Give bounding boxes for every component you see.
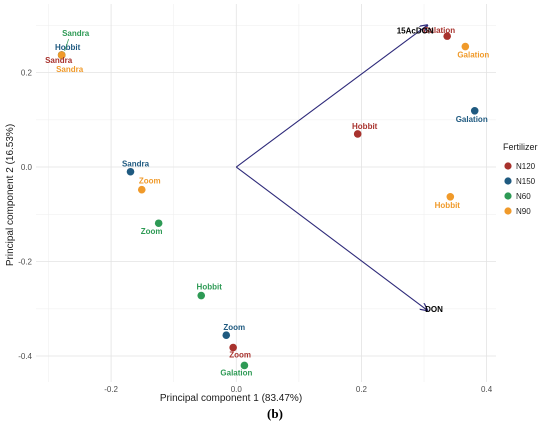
point-label: Hobbit [197,283,223,292]
y-tick-label: 0.0 [21,163,33,172]
point-label: Hobbit [55,43,81,52]
point-label: Sandra [56,65,84,74]
loading-arrow [235,25,427,168]
point-label: Galation [220,368,252,377]
point-n120-zoom [229,343,237,352]
legend-title: Fertilizer [503,142,538,152]
vector-label: DON [425,305,443,314]
legend-entry: N120 [516,162,536,171]
legend-swatch [504,192,512,200]
point-n120-galation [443,32,451,40]
point-n90-hobbit [446,192,455,201]
point-label: Galation [423,26,455,35]
y-axis-title: Principal component 2 (16.53%) [5,124,16,266]
point-n90-zoom [137,185,146,194]
point-n150-sandra [126,167,135,176]
legend-swatch [504,207,512,215]
point-label: Galation [456,115,488,124]
legend-entry: N90 [516,207,531,216]
point-label: Sandra [122,160,150,169]
grid-lines [36,4,496,382]
point-label: Hobbit [352,122,378,131]
data-points [57,32,479,370]
point-label: Zoom [141,227,163,236]
point-n150-galation [470,106,479,115]
vector-label: 15AcDON [397,26,434,35]
y-tick-label: -0.2 [18,258,32,267]
legend-swatch [504,162,512,170]
point-label: Zoom [229,351,251,360]
point-label: Zoom [139,177,161,186]
point-n60-galation [240,361,249,370]
y-tick-label: 0.2 [21,69,33,78]
loading-arrow [235,166,427,310]
y-tick-label: -0.4 [18,352,32,361]
point-n60-zoom [154,219,163,228]
y-axis-ticks: -0.4 -0.2 0.0 0.2 [18,69,32,362]
point-n150-zoom [222,331,231,340]
point-n60-hobbit [197,291,206,300]
x-tick-label: 0.0 [231,385,243,394]
x-tick-label: 0.4 [481,385,493,394]
x-tick-label: 0.2 [356,385,368,394]
legend-swatch [504,177,512,185]
figure-caption: (b) [267,406,283,421]
point-n90-sandra [57,51,66,59]
legend-entry: N60 [516,192,531,201]
point-n90-galation [461,42,470,51]
legend: Fertilizer N120 N150 N60 N90 [503,142,538,216]
point-label: Sandra [62,29,90,38]
point-label: Hobbit [435,201,461,210]
loading-vectors [235,25,427,310]
point-label: Galation [457,51,489,60]
x-axis-title: Principal component 1 (83.47%) [160,393,302,404]
point-label: Zoom [223,323,245,332]
point-n120-hobbit [353,130,362,138]
legend-entry: N150 [516,177,536,186]
point-label: Sandra [45,56,73,65]
label-leader-line [64,38,69,52]
x-tick-label: -0.2 [104,385,118,394]
point-labels: Sandra Galation Hobbit Zoom Hobbit Galation Sa… [45,26,489,377]
x-axis-ticks: -0.2 0.0 0.2 0.4 [104,385,493,394]
